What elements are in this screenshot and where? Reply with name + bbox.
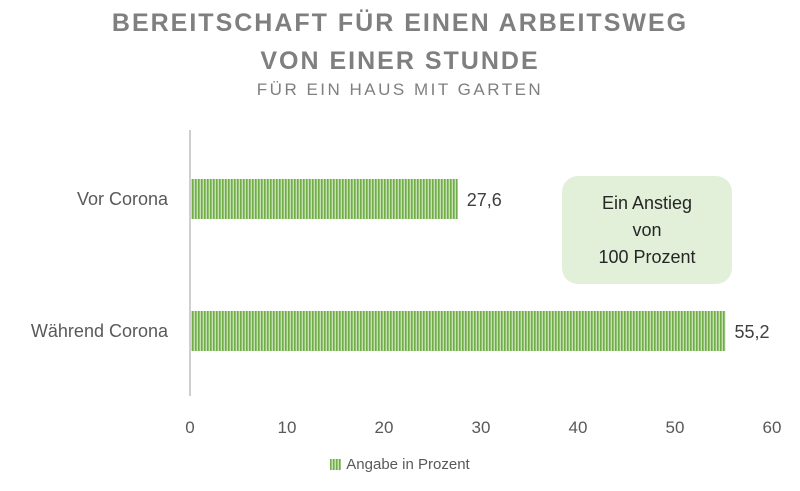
- legend-label: Angabe in Prozent: [346, 456, 470, 473]
- bar: [191, 311, 726, 351]
- data-label: 27,6: [467, 190, 502, 210]
- x-tick-label: 20: [375, 418, 394, 437]
- annotation-line-3: 100 Prozent: [598, 246, 696, 267]
- legend-swatch: [330, 459, 342, 470]
- x-tick-label: 0: [185, 418, 194, 437]
- x-tick-label: 50: [666, 418, 685, 437]
- x-tick-label: 30: [472, 418, 491, 437]
- x-tick-label: 40: [569, 418, 588, 437]
- category-label: Während Corona: [31, 321, 169, 341]
- chart-subtitle: FÜR EIN HAUS MIT GARTEN: [256, 80, 544, 99]
- legend: Angabe in Prozent: [0, 456, 800, 473]
- chart-title-line-2: VON EINER STUNDE: [260, 47, 540, 75]
- category-label: Vor Corona: [77, 189, 169, 209]
- x-tick-label: 10: [278, 418, 297, 437]
- bar: [191, 179, 458, 219]
- annotation-line-2: von: [632, 219, 662, 240]
- data-label: 55,2: [734, 322, 769, 342]
- x-tick-label: 60: [763, 418, 782, 437]
- annotation-callout: Ein Anstieg von 100 Prozent: [562, 176, 732, 284]
- chart-title-line-1: BEREITSCHAFT FÜR EINEN ARBEITSWEG: [111, 9, 689, 37]
- annotation-line-1: Ein Anstieg: [601, 192, 693, 213]
